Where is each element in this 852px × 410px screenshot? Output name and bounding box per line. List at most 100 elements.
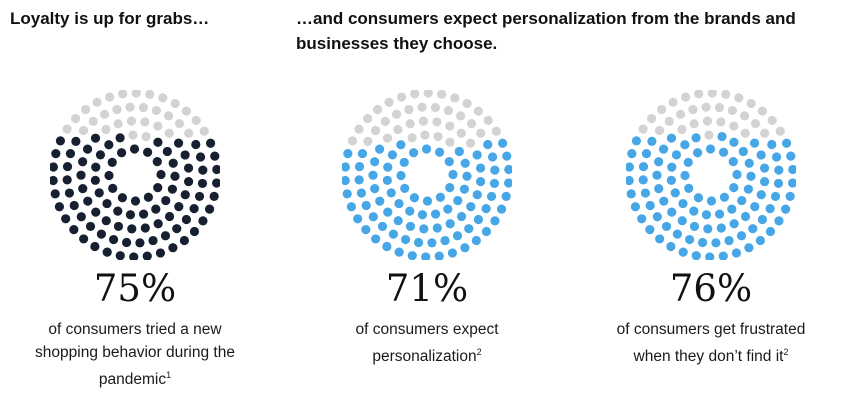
filled-dot [780, 204, 791, 214]
filled-dot [430, 209, 441, 219]
empty-dot [757, 106, 767, 116]
empty-dot [654, 125, 665, 136]
empty-dot [99, 109, 110, 119]
filled-dot [706, 196, 717, 206]
filled-dot [382, 175, 392, 185]
filled-dot [767, 139, 777, 150]
filled-dot [683, 157, 693, 168]
filled-dot [729, 182, 739, 193]
filled-dot [54, 202, 65, 212]
filled-dot [409, 148, 419, 158]
filled-dot [773, 178, 784, 189]
filled-dot [55, 136, 66, 146]
empty-dot [158, 93, 168, 103]
filled-dot [691, 251, 701, 260]
filled-dot [740, 211, 751, 222]
footnote-marker: 2 [476, 347, 482, 357]
empty-dot [104, 92, 115, 102]
filled-dot [121, 237, 132, 248]
filled-dot [50, 162, 58, 172]
filled-dot [189, 226, 200, 237]
empty-dot [466, 118, 477, 129]
filled-dot [386, 188, 396, 198]
filled-dot [69, 200, 79, 211]
filled-dot [489, 178, 500, 189]
filled-dot [472, 190, 482, 200]
filled-dot [168, 158, 178, 168]
empty-dot [347, 136, 358, 146]
empty-dot [140, 117, 150, 127]
empty-dot [760, 128, 770, 138]
filled-dot [501, 191, 511, 201]
filled-dot [179, 235, 189, 246]
filled-dot [90, 241, 100, 252]
filled-dot [460, 243, 470, 253]
filled-dot [785, 191, 795, 201]
filled-dot [788, 164, 796, 175]
filled-dot [90, 133, 101, 143]
filled-dot [115, 251, 125, 260]
empty-dot [138, 102, 149, 113]
empty-dot [716, 117, 726, 127]
empty-dot [775, 126, 785, 136]
filled-dot [443, 204, 453, 214]
filled-dot [62, 161, 73, 172]
filled-dot [409, 193, 420, 203]
filled-dot [85, 221, 96, 232]
filled-dot [693, 193, 704, 203]
empty-dot [476, 128, 486, 138]
filled-dot [94, 188, 104, 198]
empty-dot [391, 109, 402, 119]
filled-dot [194, 191, 205, 202]
empty-dot [164, 128, 174, 138]
filled-dot [647, 136, 657, 146]
filled-dot [714, 209, 725, 219]
empty-dot [410, 90, 420, 99]
empty-dot [151, 105, 162, 116]
filled-dot [760, 176, 770, 187]
filled-dot [432, 223, 442, 233]
filled-dot [383, 207, 393, 217]
filled-dot [476, 176, 486, 187]
filled-dot [729, 137, 739, 147]
stat-percentage: 76% [669, 267, 753, 310]
empty-dot [462, 98, 472, 109]
filled-dot [370, 184, 380, 194]
filled-dot [180, 190, 190, 200]
filled-dot [422, 196, 433, 206]
filled-dot [138, 209, 149, 219]
empty-dot [465, 138, 476, 148]
filled-dot [405, 206, 415, 216]
filled-dot [481, 204, 491, 214]
filled-dot [641, 148, 652, 159]
empty-dot [184, 128, 194, 138]
filled-dot [125, 210, 136, 220]
stat-caption: of consumers expect personalization2 [342, 318, 512, 368]
filled-dot [62, 175, 72, 185]
empty-dot [118, 90, 128, 99]
filled-dot [626, 189, 636, 199]
filled-dot [361, 225, 371, 235]
filled-dot [638, 175, 648, 185]
stat-get-frustrated: 76% of consumers get frustrated when the… [576, 90, 846, 368]
empty-dot [443, 105, 454, 116]
filled-dot [755, 235, 765, 246]
filled-dot [210, 151, 220, 161]
filled-dot [168, 243, 178, 253]
empty-dot [677, 124, 687, 135]
filled-dot [746, 171, 756, 181]
filled-dot [399, 157, 409, 168]
filled-dot [76, 170, 86, 180]
stat-percentage: 71% [385, 267, 469, 310]
filled-dot [142, 147, 153, 157]
filled-dot [419, 224, 429, 234]
filled-dot [718, 251, 728, 260]
empty-dot [437, 90, 447, 99]
filled-dot [205, 138, 216, 148]
empty-dot [62, 124, 72, 134]
empty-dot [707, 90, 717, 98]
empty-dot [750, 118, 761, 129]
filled-dot [164, 211, 175, 222]
filled-dot [473, 214, 484, 225]
filled-dot [689, 206, 699, 216]
